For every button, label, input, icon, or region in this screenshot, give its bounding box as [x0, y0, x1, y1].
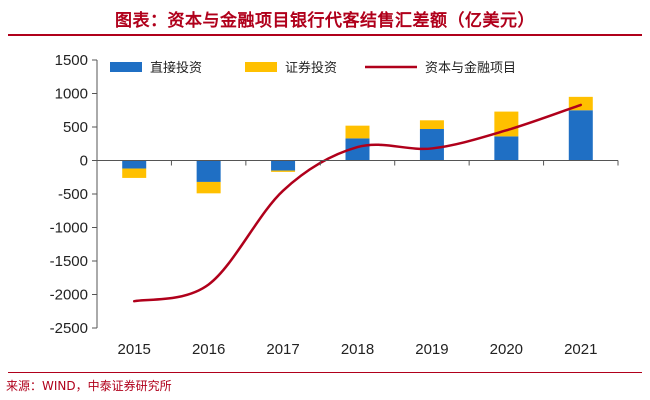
y-tick-label: 500 [63, 119, 88, 136]
bar-direct-investment-2021 [568, 110, 593, 161]
bar-securities-investment-2015 [122, 168, 147, 178]
title-bar: 图表：资本与金融项目银行代客结售汇差额（亿美元） [0, 0, 650, 36]
y-tick-label: -2000 [50, 287, 88, 304]
legend-securities-investment: 证券投资 [245, 60, 337, 76]
legend-direct-investment-label: 直接投资 [150, 60, 202, 76]
line-capital-financial-account [132, 103, 583, 303]
x-tick-label: 2016 [192, 341, 225, 358]
y-tick-label: -1000 [50, 220, 88, 237]
bar-securities-investment-2017 [271, 170, 296, 172]
legend-capital-financial-account-label: 资本与金融项目 [425, 60, 516, 76]
y-tick-label: -2500 [50, 320, 88, 337]
legend-securities-investment-label: 证券投资 [285, 60, 337, 76]
bar-securities-investment-2016 [196, 181, 221, 194]
y-tick-label: 1500 [55, 52, 88, 69]
bar-direct-investment-2018 [345, 138, 370, 161]
title-rule [8, 34, 642, 36]
legend-direct-investment-swatch [110, 62, 142, 72]
bar-securities-investment-2019 [419, 120, 444, 130]
x-tick-label: 2015 [118, 341, 151, 358]
x-tick-label: 2020 [490, 341, 523, 358]
bar-direct-investment-2020 [494, 136, 519, 161]
legend-capital-financial-account: 资本与金融项目 [365, 60, 516, 76]
bar-direct-investment-2017 [271, 160, 296, 171]
footer-rule [8, 372, 642, 373]
legend-direct-investment: 直接投资 [110, 60, 202, 76]
x-tick-label: 2021 [564, 341, 597, 358]
x-tick-label: 2018 [341, 341, 374, 358]
x-tick-label: 2019 [415, 341, 448, 358]
chart: 1500 1000 500 0 -500 -1000 -1500 -2000 -2500 2015… [50, 52, 619, 358]
y-tick-label: 0 [80, 153, 88, 170]
chart-title: 图表：资本与金融项目银行代客结售汇差额（亿美元） [115, 11, 535, 31]
bar-direct-investment-2015 [122, 160, 147, 169]
bar-securities-investment-2018 [345, 125, 370, 139]
legend-securities-investment-swatch [245, 62, 277, 72]
x-tick-label: 2017 [266, 341, 299, 358]
y-tick-label: -1500 [50, 253, 88, 270]
bar-direct-investment-2016 [196, 160, 221, 182]
y-tick-label: 1000 [55, 86, 88, 103]
y-tick-label: -500 [58, 186, 88, 203]
source-note: 来源：WIND，中泰证券研究所 [6, 379, 172, 393]
bar-direct-investment-2019 [419, 129, 444, 161]
